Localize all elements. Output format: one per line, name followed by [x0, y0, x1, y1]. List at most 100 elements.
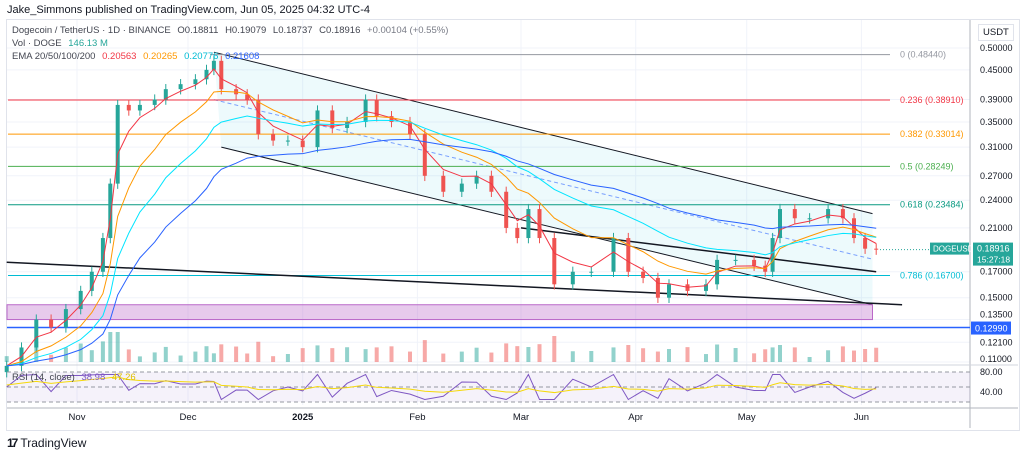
candle-body — [770, 238, 775, 272]
y-tick-label: 0.21000 — [980, 223, 1013, 233]
volume-bar — [374, 347, 379, 362]
fib-level-label: 0.786 (0.16700) — [900, 270, 964, 280]
ema-line — [6, 138, 877, 367]
channel-lower-line — [221, 146, 873, 306]
volume-bar — [863, 349, 868, 362]
x-tick-label: 2025 — [292, 412, 314, 423]
candle-body — [34, 319, 39, 348]
candle-body — [256, 99, 261, 135]
x-tick-label: Apr — [628, 412, 643, 423]
candle-body — [863, 238, 868, 249]
y-tick-label: 0.45000 — [980, 65, 1013, 75]
candle-body — [570, 271, 575, 285]
volume-bar — [330, 348, 335, 362]
x-tick-label: Dec — [180, 412, 197, 423]
volume-bar — [807, 357, 812, 362]
open-value: O0.18811 — [177, 25, 219, 36]
volume-bar — [763, 349, 768, 362]
countdown-label: 15:27:18 — [977, 255, 1010, 265]
candle-body — [115, 104, 120, 184]
trendline — [520, 227, 877, 273]
candle-body — [300, 140, 305, 148]
ema200-value: 0.21608 — [225, 51, 260, 62]
y-tick-label: 0.35000 — [980, 117, 1013, 127]
ema-label[interactable]: EMA 20/50/100/200 — [12, 51, 96, 62]
volume-bar — [840, 346, 845, 362]
candle-body — [330, 110, 335, 128]
candle-body — [245, 94, 250, 100]
volume-bar — [345, 347, 350, 362]
candle-body — [852, 218, 856, 239]
candle-body — [152, 99, 157, 105]
volume-bar — [300, 348, 305, 362]
volume-value: 146.13 M — [68, 38, 108, 49]
y-tick-label: 0.17000 — [980, 267, 1013, 277]
volume-bar — [770, 347, 775, 362]
volume-bar — [315, 345, 320, 362]
candle-body — [752, 259, 757, 266]
ema-line — [6, 115, 877, 367]
x-tick-label: Mar — [513, 412, 529, 423]
volume-bar — [78, 343, 83, 362]
fib-level-label: 0.236 (0.38910) — [900, 95, 964, 105]
symbol-badge — [930, 242, 969, 255]
volume-bar — [552, 336, 557, 362]
candle-body — [408, 121, 412, 135]
volume-bar — [667, 349, 671, 362]
candle-body — [552, 238, 557, 285]
candle-body — [504, 191, 509, 228]
candle-body — [441, 175, 446, 192]
rsi-label[interactable]: RSI (14, close) — [12, 372, 75, 383]
candle-body — [204, 69, 209, 80]
price-axis-currency[interactable]: USDT — [978, 24, 1014, 41]
candle-body — [459, 183, 464, 192]
x-tick-label: Nov — [69, 412, 86, 423]
candle-body — [100, 238, 105, 272]
rsi-tick-label: 80.00 — [980, 367, 1003, 377]
x-tick-label: May — [738, 412, 756, 423]
y-tick-label: 0.31000 — [980, 142, 1013, 152]
support-price-label: 0.12990 — [975, 324, 1008, 334]
chart-frame — [6, 19, 1020, 431]
ema50-value: 0.20265 — [143, 51, 178, 62]
candle-body — [315, 110, 320, 148]
volume-bar — [219, 344, 224, 362]
ema-legend: EMA 20/50/100/200 0.20563 0.20265 0.2077… — [12, 51, 263, 62]
volume-bar — [204, 346, 209, 362]
volume-bar — [704, 354, 708, 362]
ema20-value: 0.20563 — [102, 51, 137, 62]
volume-bar — [489, 352, 494, 362]
volume-bar — [211, 353, 216, 362]
volume-bar — [504, 343, 509, 362]
candle-body — [826, 209, 831, 219]
volume-bar — [852, 350, 856, 362]
volume-label[interactable]: Vol · DOGE — [12, 38, 62, 49]
candle-body — [271, 134, 276, 141]
candle-body — [704, 284, 708, 291]
candle-body — [374, 99, 379, 117]
candle-body — [193, 79, 198, 85]
symbol-name[interactable]: Dogecoin / TetherUS · 1D · BINANCE — [12, 25, 171, 36]
candle-body — [422, 134, 427, 176]
volume-bar — [570, 351, 575, 362]
candle-body — [874, 248, 879, 250]
candle-body — [515, 227, 520, 239]
candle-body — [655, 277, 660, 298]
publisher-line: Jake_Simmons published on TradingView.co… — [7, 4, 371, 16]
tradingview-logo[interactable]: 17 TradingView — [7, 436, 86, 450]
volume-bar — [826, 350, 831, 362]
candle-body — [49, 319, 54, 328]
fib-level-label: 0 (0.48440) — [900, 50, 946, 60]
trendline — [6, 261, 903, 306]
candle-body — [611, 238, 616, 272]
x-tick-label: Feb — [409, 412, 425, 423]
rsi-tick-label: 40.00 — [980, 387, 1003, 397]
candle-body — [211, 60, 216, 70]
volume-bar — [589, 351, 594, 362]
candle-body — [389, 116, 394, 122]
volume-bar — [256, 341, 261, 362]
volume-bar — [137, 356, 142, 362]
candle-body — [178, 84, 183, 90]
volume-bar — [193, 351, 198, 362]
